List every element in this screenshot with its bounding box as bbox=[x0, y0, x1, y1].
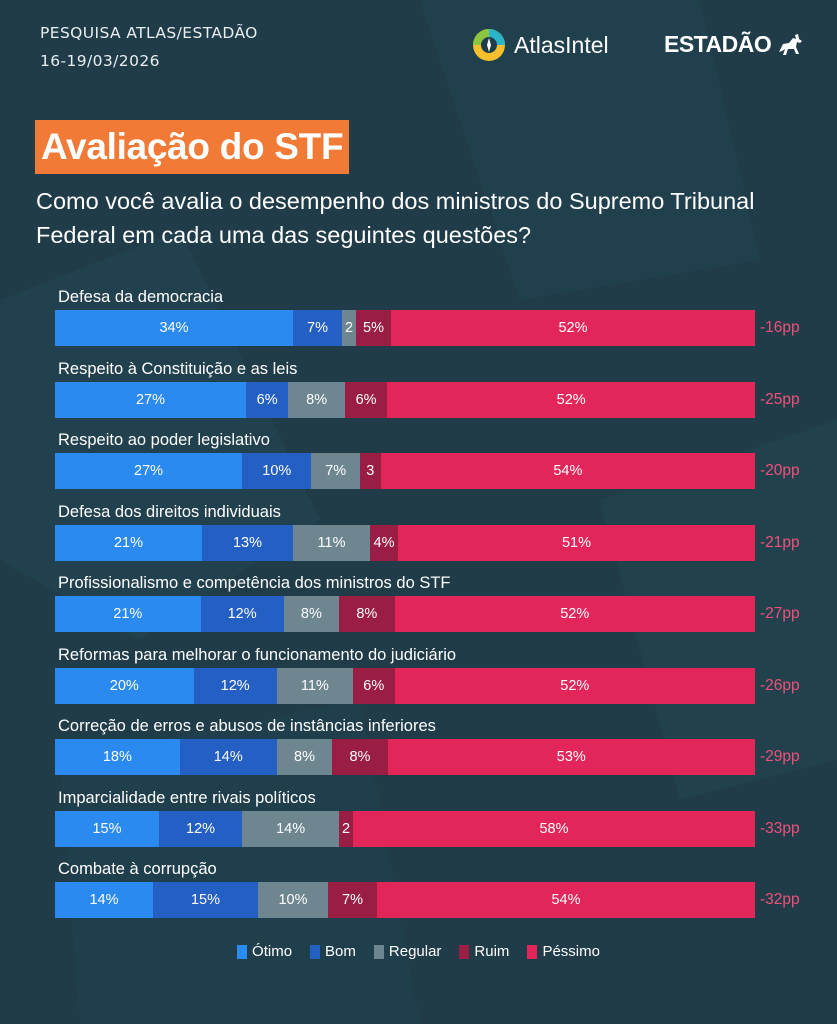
bar-segment-pessimo: 52% bbox=[394, 667, 755, 704]
bar-segment-regular: 2 bbox=[342, 310, 356, 346]
legend-item-bom: Bom bbox=[310, 943, 356, 960]
bar-segment-regular: 14% bbox=[242, 810, 340, 847]
bar-segment-bom: 7% bbox=[293, 310, 342, 346]
bar-segment-regular: 11% bbox=[276, 667, 353, 704]
legend-item-otimo: Ótimo bbox=[237, 943, 292, 960]
bar-segment-ruim: 5% bbox=[356, 310, 391, 346]
bar-segment-otimo: 15% bbox=[55, 810, 159, 847]
bar-segment-regular: 8% bbox=[283, 596, 340, 632]
row-label: Defesa dos direitos individuais bbox=[58, 502, 281, 521]
bar-segment-pessimo: 52% bbox=[391, 310, 755, 346]
bar-segment-bom: 13% bbox=[202, 524, 293, 561]
bar-segment-pessimo: 53% bbox=[387, 739, 755, 775]
stacked-bar: 27% 6% 8% 6% 52% bbox=[55, 381, 755, 418]
bar-segment-bom: 12% bbox=[158, 810, 243, 847]
net-score-label: -27pp bbox=[760, 605, 800, 622]
survey-label: PESQUISA ATLAS/ESTADÃO bbox=[40, 24, 258, 42]
bar-segment-regular: 8% bbox=[276, 739, 333, 775]
legend-label: Bom bbox=[325, 943, 356, 960]
bar-segment-regular: 10% bbox=[258, 882, 328, 918]
bar-segment-pessimo: 58% bbox=[352, 810, 755, 847]
row-label: Respeito à Constituição e as leis bbox=[58, 359, 298, 378]
bar-segment-bom: 10% bbox=[242, 453, 312, 489]
stacked-bar: 20% 12% 11% 6% 52% bbox=[55, 667, 755, 704]
legend-swatch bbox=[459, 944, 470, 959]
legend-item-regular: Regular bbox=[373, 943, 442, 960]
stacked-bar: 21% 12% 8% 8% 52% bbox=[55, 596, 755, 632]
bar-segment-bom: 14% bbox=[179, 739, 277, 775]
net-score-label: -16pp bbox=[760, 319, 800, 336]
bar-segment-otimo: 18% bbox=[55, 739, 180, 775]
bar-segment-pessimo: 54% bbox=[380, 453, 755, 489]
atlasintel-logo: AtlasIntel bbox=[472, 28, 609, 62]
bar-segment-bom: 6% bbox=[245, 381, 289, 418]
bar-segment-otimo: 21% bbox=[55, 524, 202, 561]
legend-item-ruim: Ruim bbox=[459, 943, 509, 960]
net-score-label: -32pp bbox=[760, 891, 800, 908]
bar-segment-otimo: 27% bbox=[55, 381, 246, 418]
bar-segment-pessimo: 52% bbox=[394, 596, 755, 632]
legend-label: Regular bbox=[388, 943, 442, 960]
bar-segment-regular: 8% bbox=[288, 381, 345, 418]
bar-segment-ruim: 4% bbox=[370, 524, 398, 561]
row-label: Imparcialidade entre rivais políticos bbox=[58, 788, 316, 807]
bar-segment-pessimo: 54% bbox=[377, 882, 755, 918]
row-label: Profissionalismo e competência dos minis… bbox=[58, 574, 451, 592]
legend-label: Ótimo bbox=[252, 943, 293, 960]
legend-swatch bbox=[373, 944, 384, 959]
bar-segment-otimo: 20% bbox=[55, 667, 194, 704]
legend-swatch bbox=[310, 944, 321, 959]
net-score-label: -29pp bbox=[760, 748, 800, 765]
bar-segment-ruim: 8% bbox=[339, 596, 395, 632]
legend-label: Ruim bbox=[474, 943, 510, 960]
chart-legend: Ótimo Bom Regular Ruim Péssimo bbox=[0, 943, 837, 960]
estadao-logo-text: ESTADÃO bbox=[664, 31, 772, 57]
net-score-label: -20pp bbox=[760, 462, 800, 479]
bar-segment-ruim: 3 bbox=[359, 453, 381, 489]
bar-segment-ruim: 7% bbox=[328, 882, 377, 918]
horse-rider-icon bbox=[779, 33, 803, 55]
row-label: Combate à corrupção bbox=[58, 860, 217, 878]
bar-segment-otimo: 14% bbox=[55, 882, 153, 918]
estadao-logo: ESTADÃO bbox=[664, 31, 805, 58]
chart-subtitle: Como você avalia o desempenho dos minist… bbox=[36, 188, 755, 248]
row-label: Reformas para melhorar o funcionamento d… bbox=[58, 645, 457, 664]
bar-segment-otimo: 34% bbox=[55, 310, 293, 346]
bar-segment-pessimo: 52% bbox=[387, 381, 755, 418]
bar-segment-regular: 7% bbox=[311, 453, 360, 489]
atlasintel-logo-text: AtlasIntel bbox=[514, 31, 609, 58]
stacked-bar: 34% 7% 2 5% 52% bbox=[55, 310, 755, 346]
stacked-bar: 15% 12% 14% 2 58% bbox=[55, 810, 755, 847]
stacked-bar: 18% 14% 8% 8% 53% bbox=[55, 739, 755, 775]
bar-segment-ruim: 6% bbox=[353, 667, 395, 704]
bar-segment-otimo: 21% bbox=[55, 596, 201, 632]
row-label: Defesa da democracia bbox=[58, 288, 224, 306]
bar-segment-bom: 15% bbox=[153, 882, 258, 918]
stacked-bar: 21% 13% 11% 4% 51% bbox=[55, 524, 755, 561]
bar-segment-regular: 11% bbox=[293, 524, 370, 561]
net-score-label: -33pp bbox=[760, 819, 800, 837]
survey-dates: 16-19/03/2026 bbox=[40, 52, 160, 70]
net-score-label: -21pp bbox=[760, 533, 800, 551]
legend-label: Péssimo bbox=[542, 943, 600, 960]
chart-title: Avaliação do STF bbox=[35, 120, 350, 174]
bar-segment-ruim: 2 bbox=[339, 810, 353, 847]
legend-swatch bbox=[237, 944, 248, 959]
bar-segment-pessimo: 51% bbox=[398, 524, 755, 561]
bar-segment-bom: 12% bbox=[200, 596, 284, 632]
net-score-label: -26pp bbox=[760, 676, 800, 694]
row-label: Correção de erros e abusos de instâncias… bbox=[58, 717, 436, 735]
bar-segment-ruim: 8% bbox=[332, 739, 388, 775]
net-score-label: -25pp bbox=[760, 390, 800, 408]
stacked-bar: 14% 15% 10% 7% 54% bbox=[55, 882, 755, 918]
legend-item-pessimo: Péssimo bbox=[527, 943, 600, 960]
bar-segment-ruim: 6% bbox=[344, 381, 388, 418]
legend-swatch bbox=[527, 944, 538, 959]
bar-segment-otimo: 27% bbox=[55, 453, 243, 489]
row-label: Respeito ao poder legislativo bbox=[58, 431, 270, 449]
atlasintel-mark-icon bbox=[473, 29, 505, 61]
stacked-bar: 27% 10% 7% 3 54% bbox=[55, 453, 755, 489]
bar-segment-bom: 12% bbox=[193, 667, 277, 704]
